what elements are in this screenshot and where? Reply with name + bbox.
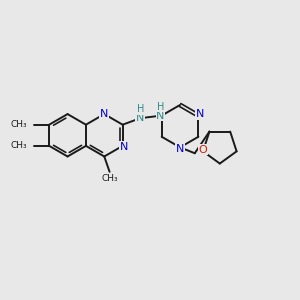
Text: CH₃: CH₃ [11, 141, 27, 150]
Text: H: H [136, 104, 144, 114]
Text: N: N [176, 143, 184, 154]
Text: N: N [195, 110, 204, 119]
Text: N: N [136, 113, 145, 123]
Text: O: O [199, 145, 207, 154]
Text: N: N [120, 142, 128, 152]
Text: H: H [157, 102, 164, 112]
Text: CH₃: CH₃ [101, 174, 118, 183]
Text: N: N [156, 110, 165, 121]
Text: N: N [100, 109, 109, 119]
Text: CH₃: CH₃ [11, 120, 27, 129]
